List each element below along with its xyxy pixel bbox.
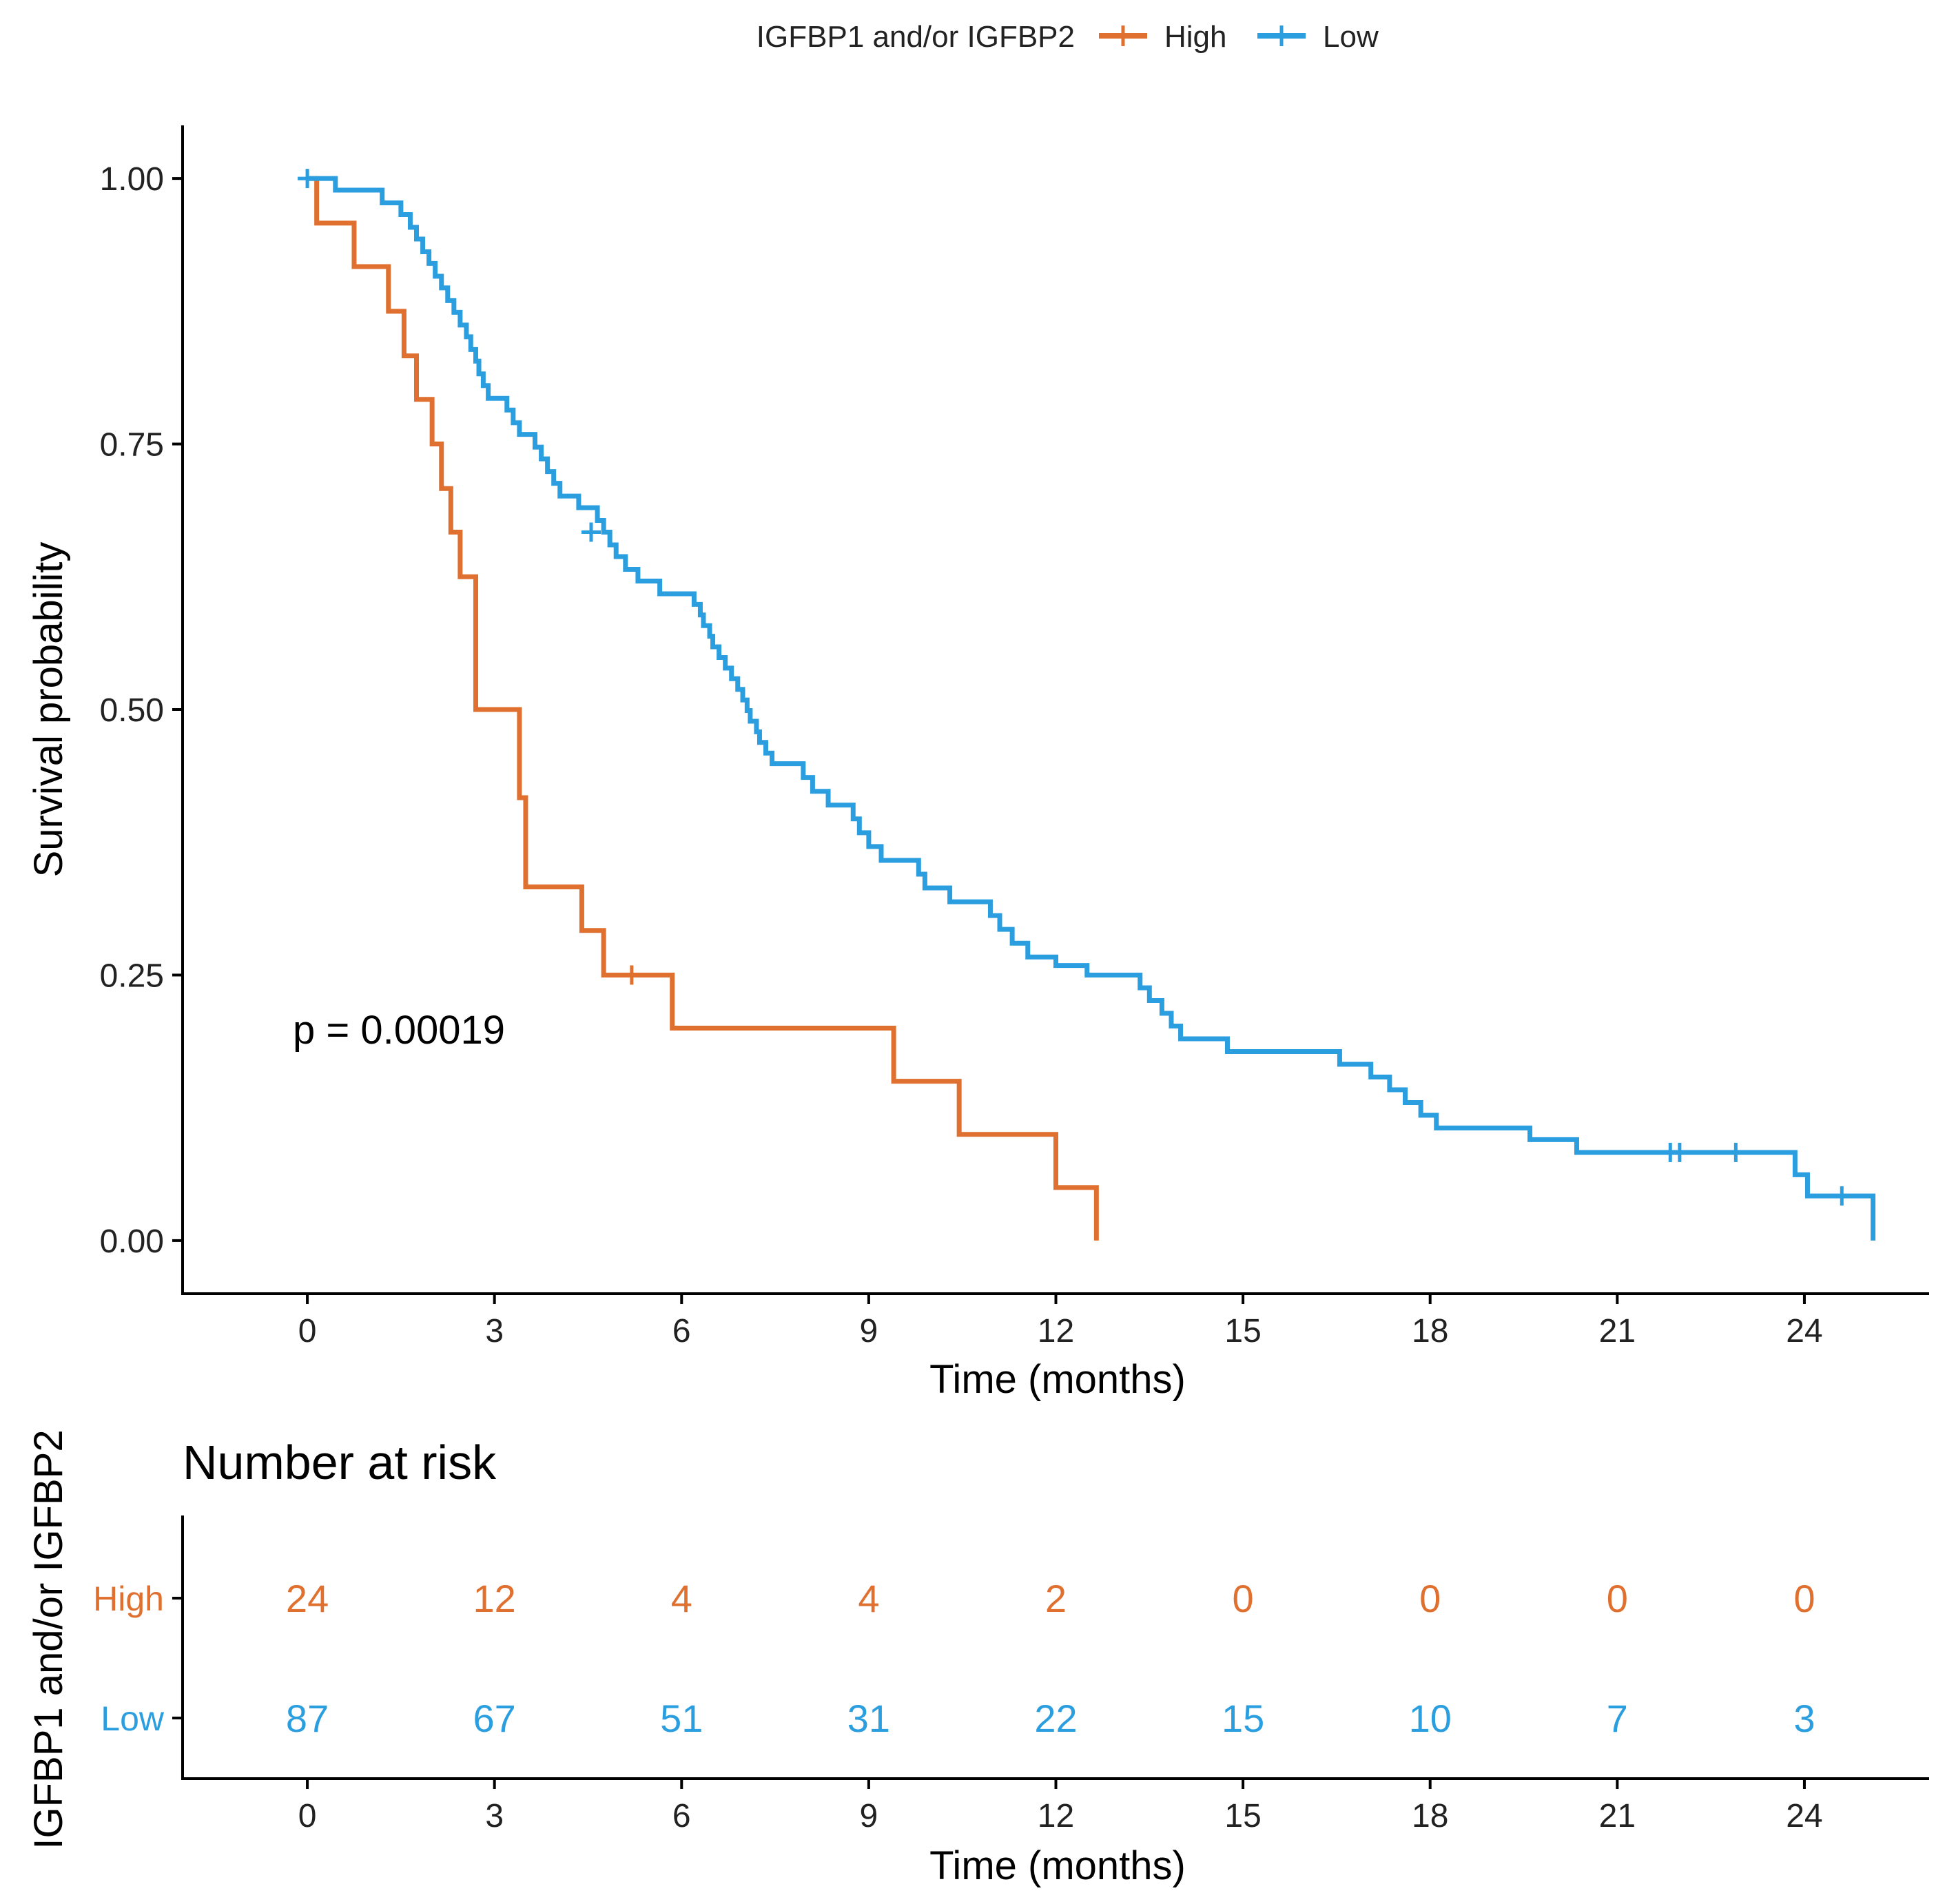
risk-x-tick-label: 3 [485, 1798, 504, 1834]
km-curve-high [307, 176, 1099, 1241]
km-x-tick-label: 3 [485, 1313, 504, 1349]
risk-cell: 0 [1419, 1577, 1441, 1620]
censor-mark-low [1669, 1142, 1689, 1162]
censor-mark-low [1726, 1142, 1746, 1162]
risk-cell: 51 [660, 1697, 703, 1740]
km-x-tick-label: 6 [672, 1313, 691, 1349]
risk-x-axis-label: Time (months) [929, 1843, 1186, 1888]
legend-label-low: Low [1323, 20, 1379, 54]
risk-cell: 15 [1222, 1697, 1264, 1740]
km-y-tick-label: 1.00 [100, 161, 164, 198]
risk-cell: 31 [847, 1697, 890, 1740]
risk-row-label-high: High [93, 1580, 164, 1618]
risk-table-title: Number at risk [183, 1436, 497, 1489]
km-x-tick-label: 12 [1038, 1313, 1074, 1349]
censor-mark-low [298, 169, 318, 189]
km-x-tick-label: 15 [1224, 1313, 1261, 1349]
risk-x-tick-label: 24 [1786, 1798, 1822, 1834]
risk-cell: 22 [1034, 1697, 1077, 1740]
risk-cell: 2 [1045, 1577, 1067, 1620]
risk-cell: 87 [286, 1697, 329, 1740]
risk-x-tick-label: 9 [860, 1798, 878, 1834]
risk-x-ticks: 0 3 6 9 12 15 18 21 24 [298, 1779, 1823, 1834]
risk-cell: 0 [1233, 1577, 1254, 1620]
legend-item-high: High [1099, 20, 1227, 54]
risk-cell: 67 [473, 1697, 516, 1740]
km-x-tick-label: 21 [1599, 1313, 1636, 1349]
legend-item-low: Low [1257, 20, 1379, 54]
risk-x-tick-label: 18 [1412, 1798, 1448, 1834]
legend: IGFBP1 and/or IGFBP2 High Low [757, 20, 1379, 54]
risk-x-tick-label: 15 [1224, 1798, 1261, 1834]
risk-x-tick-label: 0 [298, 1798, 317, 1834]
km-x-ticks: 0 3 6 9 12 15 18 21 24 [298, 1294, 1823, 1349]
risk-x-tick-label: 21 [1599, 1798, 1636, 1834]
km-plot: 0.00 0.25 0.50 0.75 1.00 0 3 6 9 12 15 18 21 24 Surv… [26, 125, 1929, 1402]
km-x-tick-label: 9 [860, 1313, 878, 1349]
km-y-ticks: 0.00 0.25 0.50 0.75 1.00 [100, 161, 183, 1260]
km-y-tick-label: 0.00 [100, 1223, 164, 1260]
risk-cell: 7 [1607, 1697, 1628, 1740]
risk-cell: 0 [1607, 1577, 1628, 1620]
risk-cell: 12 [473, 1577, 516, 1620]
risk-cell: 10 [1409, 1697, 1452, 1740]
km-curve-low [307, 176, 1876, 1241]
risk-x-tick-label: 6 [672, 1798, 691, 1834]
km-x-tick-label: 0 [298, 1313, 317, 1349]
p-value-annotation: p = 0.00019 [293, 1008, 505, 1053]
km-censor-marks [298, 169, 1852, 1206]
km-curves [307, 176, 1876, 1241]
km-x-tick-label: 24 [1786, 1313, 1822, 1349]
km-y-axis-label: Survival probability [26, 542, 71, 878]
risk-cell: 3 [1793, 1697, 1815, 1740]
risk-rows: High 24 12 4 4 2 0 0 0 0 Low 87 67 51 31 22 15 10 7 3 [93, 1577, 1815, 1740]
risk-row-label-low: Low [101, 1699, 165, 1738]
km-y-tick-label: 0.75 [100, 427, 164, 464]
km-x-axis-label: Time (months) [929, 1357, 1186, 1402]
risk-y-axis-label: IGFBP1 and/or IGFBP2 [26, 1429, 71, 1849]
risk-cell: 4 [671, 1577, 692, 1620]
censor-mark-high [621, 965, 641, 985]
risk-cell: 0 [1793, 1577, 1815, 1620]
risk-cell: 4 [858, 1577, 879, 1620]
km-y-tick-label: 0.25 [100, 958, 164, 994]
legend-title: IGFBP1 and/or IGFBP2 [757, 20, 1075, 54]
risk-cell: 24 [286, 1577, 329, 1620]
censor-mark-low [582, 522, 601, 542]
risk-x-tick-label: 12 [1038, 1798, 1074, 1834]
km-y-tick-label: 0.50 [100, 692, 164, 729]
censor-mark-low [1832, 1186, 1852, 1206]
km-x-tick-label: 18 [1412, 1313, 1448, 1349]
legend-label-high: High [1164, 20, 1227, 54]
